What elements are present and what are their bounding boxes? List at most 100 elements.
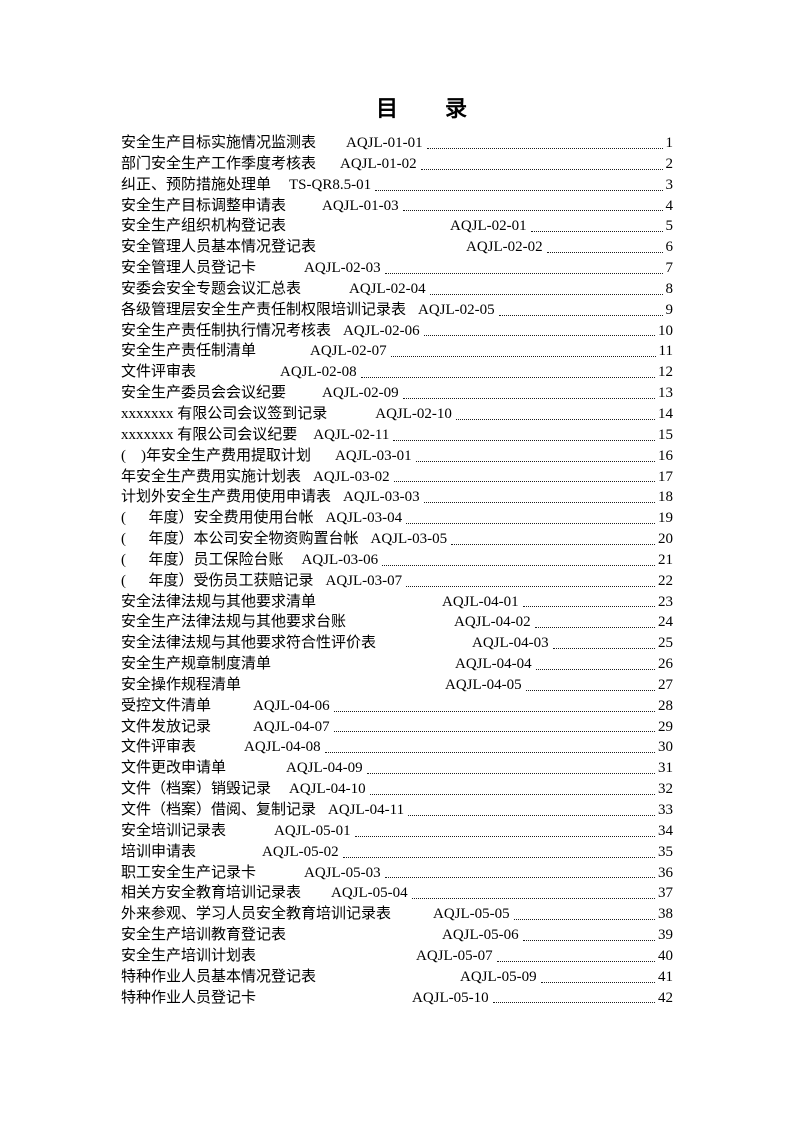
toc-entry: ( 年度）安全费用使用台帐 AQJL-03-04 19 (121, 508, 673, 529)
entry-title: 安全生产培训计划表 (121, 947, 257, 964)
dot-leader (455, 418, 655, 420)
toc-entry: ( 年度）受伤员工获赔记录 AQJL-03-07 22 (121, 571, 673, 592)
entry-page: 7 (665, 260, 674, 277)
entry-code: AQJL-02-03 (304, 260, 381, 277)
entry-code: AQJL-04-01 (442, 593, 519, 610)
entry-page: 22 (658, 572, 673, 589)
entry-title: 各级管理层安全生产责任制权限培训记录表 (121, 301, 407, 318)
entry-code: AQJL-05-03 (304, 864, 381, 881)
entry-page: 3 (665, 176, 674, 193)
toc-entry: 安全生产培训教育登记表 AQJL-05-06 39 (121, 925, 673, 946)
toc-entry: 文件评审表 AQJL-02-08 12 (121, 362, 673, 383)
entry-page: 29 (658, 718, 673, 735)
toc-entry: 职工安全生产记录卡 AQJL-05-03 36 (121, 863, 673, 884)
entry-code: AQJL-02-02 (466, 239, 543, 256)
toc-entry: 外来参观、学习人员安全教育培训记录表 AQJL-05-05 38 (121, 904, 673, 925)
dot-leader (369, 794, 655, 795)
dot-leader (390, 356, 656, 358)
entry-page: 1 (665, 135, 674, 151)
dot-leader (415, 460, 655, 462)
document-content: 目 录 安全生产目标实施情况监测表 AQJL-01-01 1 部门安全生产工作季… (121, 96, 673, 1008)
entry-code: AQJL-02-06 (343, 322, 420, 339)
entry-code: AQJL-04-04 (455, 656, 532, 673)
toc-entry: 安全生产规章制度清单 AQJL-04-04 26 (121, 654, 673, 675)
toc-entry: 安全生产责任制执行情况考核表 AQJL-02-06 10 (121, 321, 673, 342)
dot-leader (426, 147, 663, 149)
entry-code: AQJL-02-04 (349, 280, 426, 297)
dot-leader (423, 335, 655, 337)
entry-code: AQJL-02-08 (280, 364, 357, 381)
entry-page: 16 (658, 447, 673, 464)
dot-leader (375, 189, 663, 191)
entry-page: 27 (658, 676, 673, 693)
entry-code: AQJL-05-07 (416, 947, 493, 964)
entry-code: AQJL-03-06 (301, 551, 379, 568)
entry-code: AQJL-04-06 (253, 697, 330, 714)
toc-list: 安全生产目标实施情况监测表 AQJL-01-01 1 部门安全生产工作季度考核表… (121, 133, 673, 1008)
entry-title: 外来参观、学习人员安全教育培训记录表 (121, 906, 392, 923)
entry-code: AQJL-03-01 (335, 447, 412, 464)
toc-entry: 安委会安全专题会议汇总表 AQJL-02-04 8 (121, 279, 673, 300)
dot-leader (530, 231, 663, 233)
toc-entry: xxxxxxx 有限公司会议纪要 AQJL-02-11 15 (121, 425, 673, 446)
entry-page: 36 (658, 864, 673, 881)
entry-title: ( 年度）本公司安全物资购置台帐 (121, 531, 359, 548)
entry-code: AQJL-05-01 (274, 822, 351, 839)
entry-code: AQJL-03-05 (370, 531, 448, 548)
toc-entry: 特种作业人员登记卡 AQJL-05-10 42 (121, 988, 673, 1009)
entry-title: 安全生产法律法规与其他要求台账 (121, 614, 347, 631)
entry-page: 14 (658, 405, 673, 422)
toc-entry: 安全培训记录表 AQJL-05-01 34 (121, 821, 673, 842)
toc-entry: ( 年度）员工保险台账 AQJL-03-06 21 (121, 550, 673, 571)
entry-title: xxxxxxx 有限公司会议纪要 (121, 426, 298, 443)
toc-entry: 安全操作规程清单 AQJL-04-05 27 (121, 675, 673, 696)
entry-title: 文件评审表 (121, 364, 197, 381)
entry-page: 11 (658, 343, 673, 360)
entry-title: 安全管理人员登记卡 (121, 260, 257, 277)
dot-leader (496, 960, 655, 962)
dot-leader (382, 564, 655, 566)
dot-leader (333, 710, 655, 712)
dot-leader (406, 523, 655, 525)
entry-page: 2 (665, 155, 674, 172)
dot-leader (384, 272, 663, 274)
entry-tab-space (271, 674, 455, 675)
toc-entry: 年安全生产费用实施计划表 AQJL-03-02 17 (121, 467, 673, 488)
toc-entry: xxxxxxx 有限公司会议签到记录 AQJL-02-10 14 (121, 404, 673, 425)
entry-code: AQJL-02-07 (310, 343, 387, 360)
dot-leader (402, 210, 663, 212)
dot-leader (552, 648, 655, 650)
entry-page: 35 (658, 843, 673, 860)
entry-page: 4 (665, 197, 674, 214)
entry-code: AQJL-04-11 (328, 802, 405, 818)
toc-entry: 安全管理人员基本情况登记表 AQJL-02-02 6 (121, 237, 673, 258)
entry-page: 8 (665, 280, 674, 297)
toc-entry: 安全生产培训计划表 AQJL-05-07 40 (121, 946, 673, 967)
entry-page: 10 (658, 322, 673, 339)
entry-title: 安全培训记录表 (121, 822, 227, 839)
entry-code: AQJL-02-05 (418, 301, 495, 318)
entry-title: 安全生产责任制执行情况考核表 (121, 322, 332, 339)
entry-code: AQJL-04-09 (286, 760, 363, 777)
entry-page: 25 (658, 635, 673, 652)
entry-title: ( 年度）员工保险台账 (121, 551, 284, 568)
dot-leader (525, 689, 655, 691)
entry-title: 安全法律法规与其他要求清单 (121, 593, 317, 610)
dot-leader (429, 293, 663, 295)
entry-title: 文件发放记录 (121, 718, 212, 735)
entry-page: 15 (658, 426, 673, 443)
dot-leader (333, 731, 655, 733)
entry-code: AQJL-05-05 (433, 906, 510, 923)
page-title: 目 录 (375, 96, 468, 121)
entry-page: 33 (658, 802, 673, 818)
toc-entry: 文件发放记录 AQJL-04-07 29 (121, 717, 673, 738)
dot-leader (406, 585, 655, 587)
toc-entry: 文件（档案）销毁记录 AQJL-04-10 32 (121, 779, 673, 800)
entry-title: ( 年度）安全费用使用台帐 (121, 510, 314, 527)
entry-title: ( )年安全生产费用提取计划 (121, 447, 311, 464)
entry-page: 24 (658, 614, 673, 631)
entry-code: AQJL-02-09 (322, 385, 399, 402)
entry-code: AQJL-01-01 (346, 135, 423, 151)
entry-page: 9 (665, 301, 674, 318)
toc-entry: ( )年安全生产费用提取计划 AQJL-03-01 16 (121, 446, 673, 467)
